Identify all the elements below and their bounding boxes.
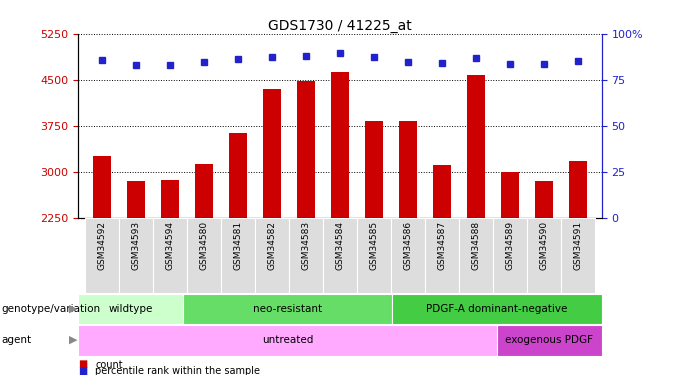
Text: exogenous PDGF: exogenous PDGF	[505, 335, 594, 345]
FancyBboxPatch shape	[459, 217, 493, 292]
Text: PDGF-A dominant-negative: PDGF-A dominant-negative	[426, 304, 568, 314]
Bar	[466, 75, 486, 217]
Text: count: count	[95, 360, 123, 369]
Bar	[364, 122, 384, 218]
Text: GSM34586: GSM34586	[403, 221, 413, 270]
Text: neo-resistant: neo-resistant	[253, 304, 322, 314]
Text: GSM34591: GSM34591	[573, 221, 583, 270]
FancyBboxPatch shape	[119, 217, 153, 292]
Text: agent: agent	[1, 335, 31, 345]
Text: ▶: ▶	[69, 335, 78, 345]
Text: ■: ■	[78, 360, 88, 369]
Text: GSM34585: GSM34585	[369, 221, 379, 270]
Bar	[500, 172, 520, 217]
Text: GSM34590: GSM34590	[539, 221, 549, 270]
Bar	[534, 181, 554, 218]
Bar	[330, 72, 350, 217]
Text: ■: ■	[78, 366, 88, 375]
FancyBboxPatch shape	[221, 217, 255, 292]
Text: GSM34581: GSM34581	[233, 221, 243, 270]
FancyBboxPatch shape	[357, 217, 391, 292]
Text: GSM34580: GSM34580	[199, 221, 209, 270]
Bar	[194, 164, 214, 218]
FancyBboxPatch shape	[323, 217, 357, 292]
Bar	[568, 161, 588, 218]
Text: GSM34582: GSM34582	[267, 221, 277, 270]
FancyBboxPatch shape	[187, 217, 221, 292]
FancyBboxPatch shape	[153, 217, 187, 292]
Text: GSM34588: GSM34588	[471, 221, 481, 270]
FancyBboxPatch shape	[78, 325, 497, 356]
Bar	[296, 81, 316, 218]
Bar	[160, 180, 180, 218]
Bar	[432, 165, 452, 218]
Bar	[398, 122, 418, 218]
Text: genotype/variation: genotype/variation	[1, 304, 101, 314]
FancyBboxPatch shape	[527, 217, 561, 292]
FancyBboxPatch shape	[85, 217, 119, 292]
Text: ▶: ▶	[69, 304, 78, 314]
FancyBboxPatch shape	[78, 294, 183, 324]
FancyBboxPatch shape	[497, 325, 602, 356]
FancyBboxPatch shape	[391, 217, 425, 292]
Bar	[262, 89, 282, 218]
Text: GSM34584: GSM34584	[335, 221, 345, 270]
Text: GSM34593: GSM34593	[131, 221, 141, 270]
Text: GSM34594: GSM34594	[165, 221, 175, 270]
FancyBboxPatch shape	[289, 217, 323, 292]
Text: GSM34589: GSM34589	[505, 221, 515, 270]
FancyBboxPatch shape	[561, 217, 595, 292]
Title: GDS1730 / 41225_at: GDS1730 / 41225_at	[268, 19, 412, 33]
Bar	[228, 133, 248, 218]
Text: wildtype: wildtype	[108, 304, 153, 314]
Text: GSM34587: GSM34587	[437, 221, 447, 270]
FancyBboxPatch shape	[255, 217, 289, 292]
Bar	[92, 156, 112, 218]
Text: GSM34592: GSM34592	[97, 221, 107, 270]
FancyBboxPatch shape	[392, 294, 602, 324]
FancyBboxPatch shape	[183, 294, 392, 324]
Text: percentile rank within the sample: percentile rank within the sample	[95, 366, 260, 375]
FancyBboxPatch shape	[425, 217, 459, 292]
Text: GSM34583: GSM34583	[301, 221, 311, 270]
FancyBboxPatch shape	[493, 217, 527, 292]
Bar	[126, 182, 146, 218]
Text: untreated: untreated	[262, 335, 313, 345]
